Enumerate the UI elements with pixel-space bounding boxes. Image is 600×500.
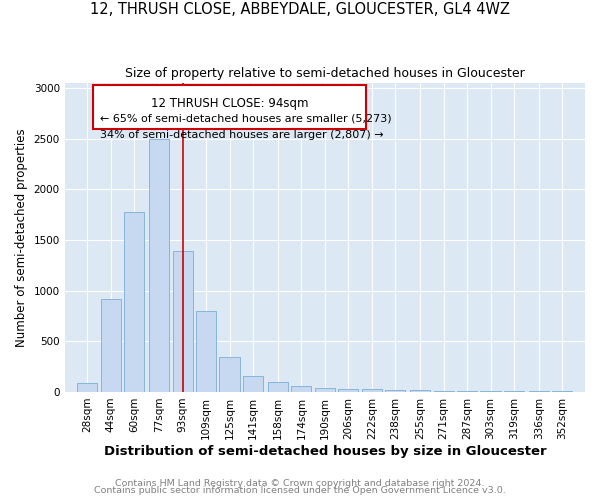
Bar	[457, 391, 477, 392]
Bar	[149, 139, 169, 392]
Bar	[93, 85, 366, 128]
Text: Contains HM Land Registry data © Crown copyright and database right 2024.: Contains HM Land Registry data © Crown c…	[115, 478, 485, 488]
Bar	[481, 391, 500, 392]
Bar	[338, 389, 358, 392]
Y-axis label: Number of semi-detached properties: Number of semi-detached properties	[15, 128, 28, 347]
Text: 34% of semi-detached houses are larger (2,807) →: 34% of semi-detached houses are larger (…	[100, 130, 384, 140]
Bar	[220, 356, 239, 392]
Bar	[196, 311, 216, 392]
Text: ← 65% of semi-detached houses are smaller (5,273): ← 65% of semi-detached houses are smalle…	[100, 114, 392, 124]
Bar	[434, 390, 454, 392]
Bar	[243, 376, 263, 392]
Bar	[410, 390, 430, 392]
Bar	[362, 390, 382, 392]
Bar	[77, 383, 97, 392]
Text: 12, THRUSH CLOSE, ABBEYDALE, GLOUCESTER, GL4 4WZ: 12, THRUSH CLOSE, ABBEYDALE, GLOUCESTER,…	[90, 2, 510, 18]
Text: Contains public sector information licensed under the Open Government Licence v3: Contains public sector information licen…	[94, 486, 506, 495]
Bar	[385, 390, 405, 392]
Bar	[292, 386, 311, 392]
Text: 12 THRUSH CLOSE: 94sqm: 12 THRUSH CLOSE: 94sqm	[151, 97, 308, 110]
Bar	[173, 251, 193, 392]
Bar	[315, 388, 335, 392]
X-axis label: Distribution of semi-detached houses by size in Gloucester: Distribution of semi-detached houses by …	[104, 444, 546, 458]
Bar	[101, 299, 121, 392]
Title: Size of property relative to semi-detached houses in Gloucester: Size of property relative to semi-detach…	[125, 68, 525, 80]
Bar	[268, 382, 288, 392]
Bar	[124, 212, 144, 392]
